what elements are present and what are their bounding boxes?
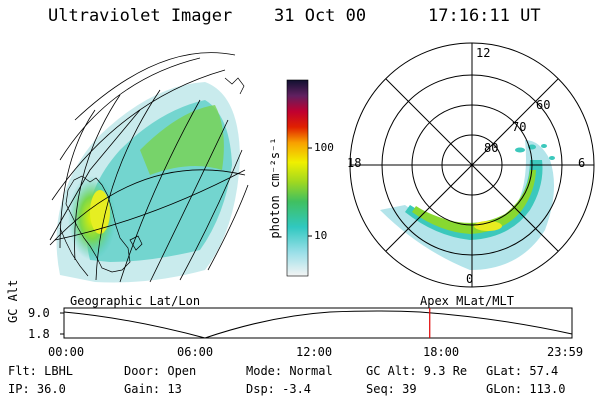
mlt-label-12: 12 <box>476 46 491 60</box>
info-mode: Mode: Normal <box>246 364 333 378</box>
info-filter: Flt: LBHL <box>8 364 74 378</box>
info-gc-alt: GC Alt: 9.3 Re <box>366 364 468 378</box>
info-glon: GLon: 113.0 <box>486 382 566 396</box>
mlt-label-18: 18 <box>347 156 362 170</box>
info-door: Door: Open <box>124 364 197 378</box>
timeline-xtick-2359: 23:59 <box>547 345 584 359</box>
info-seq: Seq: 39 <box>366 382 417 396</box>
timeline-axis-label: GC Alt <box>6 279 20 323</box>
app-title: Ultraviolet Imager <box>48 6 233 26</box>
lat-label-60: 60 <box>536 98 551 112</box>
lat-label-70: 70 <box>512 120 527 134</box>
caption-geographic: Geographic Lat/Lon <box>70 294 201 308</box>
timeline-ytick-low: 1.8 <box>28 327 50 341</box>
date-readout: 31 Oct 00 <box>274 6 367 26</box>
mlt-label-6: 6 <box>578 156 586 170</box>
time-readout: 17:16:11 UT <box>428 6 541 26</box>
lat-label-80: 80 <box>484 141 499 155</box>
info-glat: GLat: 57.4 <box>486 364 559 378</box>
timeline-xtick-1800: 18:00 <box>423 345 460 359</box>
info-ip: IP: 36.0 <box>8 382 66 396</box>
timeline-ytick-high: 9.0 <box>28 306 50 320</box>
info-dsp: Dsp: -3.4 <box>246 382 312 396</box>
colorbar-tick-100: 100 <box>314 141 334 154</box>
mlt-label-0: 0 <box>466 272 474 286</box>
timeline-xtick-0600: 06:00 <box>177 345 214 359</box>
timeline-xtick-0000: 00:00 <box>48 345 85 359</box>
info-gain: Gain: 13 <box>124 382 182 396</box>
colorbar-tick-10: 10 <box>314 229 328 242</box>
caption-apex: Apex MLat/MLT <box>420 294 514 308</box>
timeline-xtick-1200: 12:00 <box>296 345 333 359</box>
